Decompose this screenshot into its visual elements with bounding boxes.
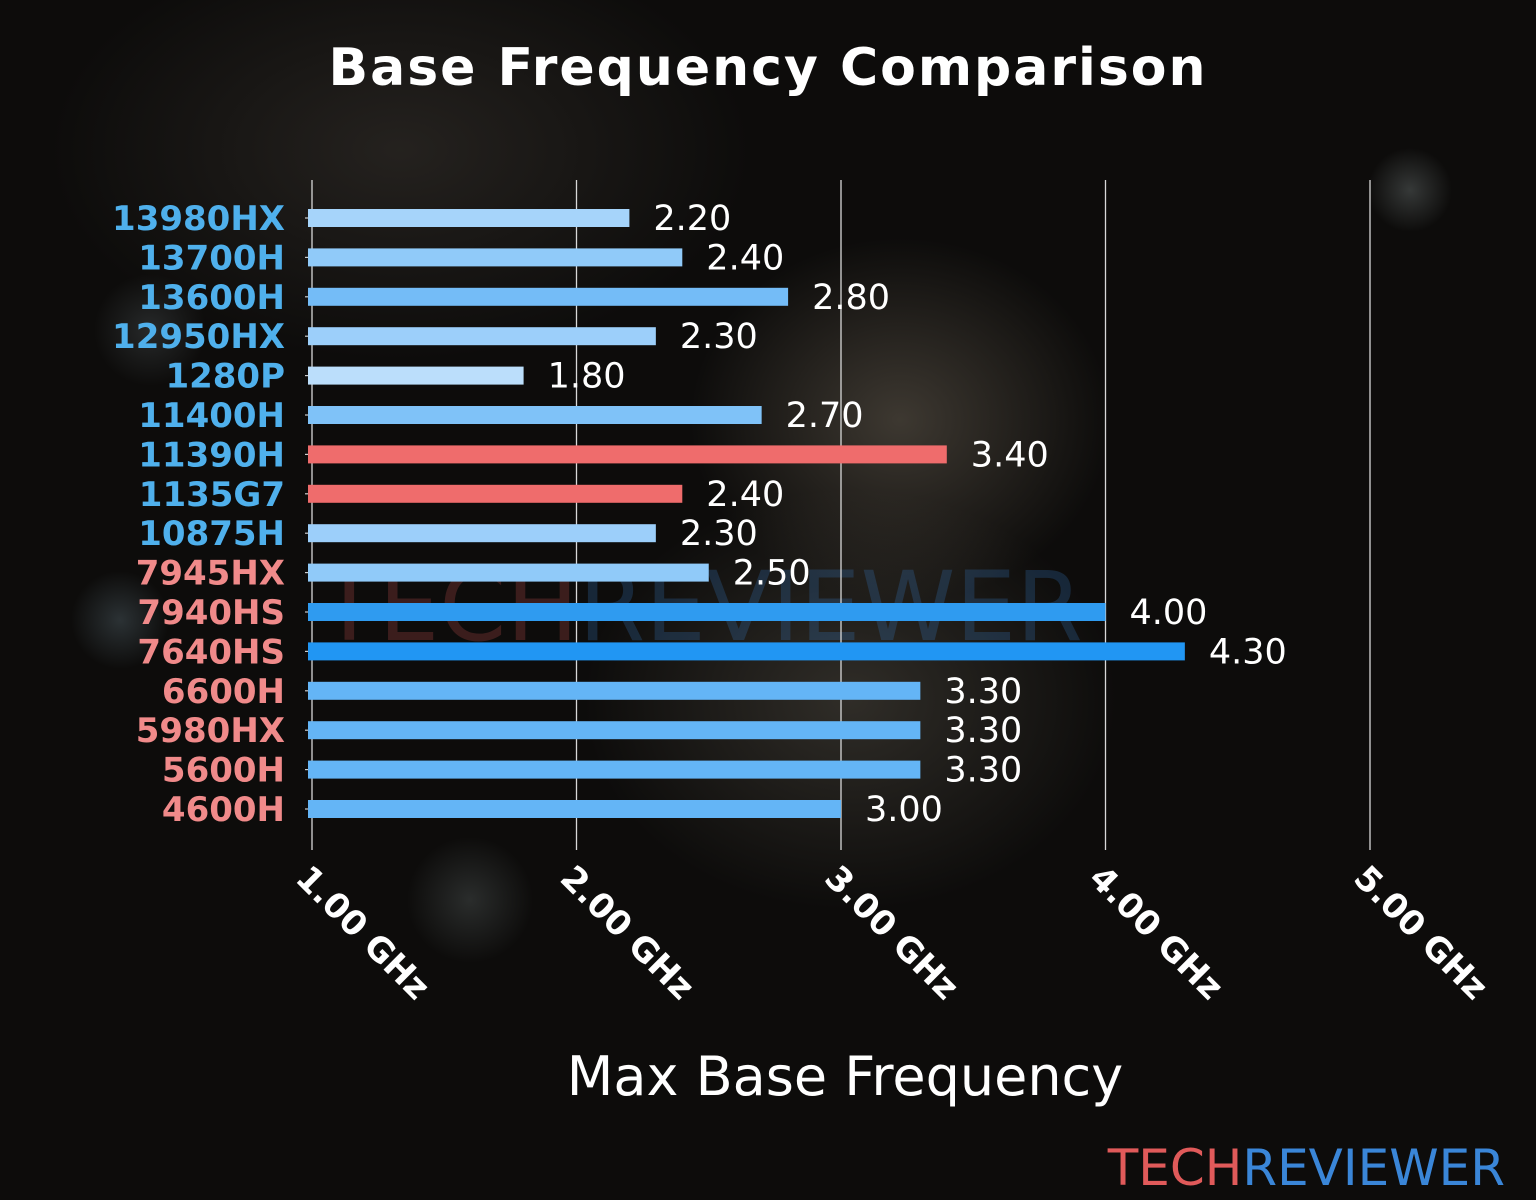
bar (308, 800, 841, 818)
y-tick-labels: 13980HX13700H13600H12950HX1280P11400H113… (112, 199, 285, 830)
bar (308, 484, 683, 503)
value-label: 2.30 (680, 317, 758, 357)
bar (308, 287, 789, 306)
chart-title: Base Frequency Comparison (328, 38, 1207, 98)
bar (308, 445, 947, 464)
bar (308, 209, 630, 227)
bar (308, 563, 709, 582)
y-tick-label: 13600H (138, 278, 285, 318)
bar (308, 366, 524, 385)
value-label: 2.40 (706, 475, 784, 515)
value-label: 3.30 (944, 672, 1022, 712)
x-tick-label: 4.00 GHz (1081, 858, 1231, 1008)
value-label: 4.30 (1209, 632, 1287, 672)
y-tick-label: 7640HS (137, 632, 285, 672)
value-label: 2.50 (733, 554, 811, 594)
value-label: 2.70 (786, 396, 864, 436)
value-label: 2.80 (812, 278, 890, 318)
value-label: 3.00 (865, 790, 943, 830)
value-label: 2.20 (653, 199, 731, 239)
value-label: 2.30 (680, 514, 758, 554)
bar (308, 327, 656, 346)
brand-logo-reviewer: REVIEWER (1242, 1139, 1505, 1197)
y-tick-label: 4600H (162, 790, 285, 830)
value-label: 3.30 (944, 711, 1022, 751)
x-tick-label: 1.00 GHz (288, 858, 438, 1008)
y-tick-label: 13700H (138, 238, 285, 278)
bar (308, 642, 1185, 661)
y-tick-label: 1280P (165, 357, 285, 397)
bar (308, 760, 921, 779)
bar (308, 681, 921, 700)
y-tick-label: 1135G7 (139, 475, 285, 515)
bar (308, 524, 656, 543)
bar (308, 603, 1106, 621)
y-tick-label: 11390H (138, 435, 285, 475)
x-axis-label: Max Base Frequency (567, 1045, 1123, 1108)
value-labels: 2.202.402.802.301.802.703.402.402.302.50… (548, 199, 1287, 830)
brand-logo: TECHREVIEWER (1107, 1139, 1505, 1197)
bar (308, 406, 762, 424)
bar (308, 248, 683, 267)
value-label: 4.00 (1130, 593, 1208, 633)
y-tick-label: 11400H (138, 396, 285, 436)
x-tick-label: 5.00 GHz (1346, 858, 1496, 1008)
value-label: 2.40 (706, 238, 784, 278)
y-tick-label: 12950HX (112, 317, 285, 357)
y-tick-label: 7945HX (136, 554, 285, 594)
y-tick-label: 10875H (138, 514, 285, 554)
bar (308, 721, 921, 740)
y-tick-label: 6600H (162, 672, 285, 712)
x-tick-label: 2.00 GHz (552, 858, 702, 1008)
y-tick-label: 7940HS (137, 593, 285, 633)
value-label: 3.40 (971, 435, 1049, 475)
brand-logo-tech: TECH (1107, 1139, 1243, 1197)
y-tick-label: 5980HX (136, 711, 285, 751)
value-label: 1.80 (548, 357, 626, 397)
value-label: 3.30 (944, 751, 1022, 791)
x-tick-labels: 1.00 GHz 2.00 GHz 3.00 GHz 4.00 GHz 5.00 GHz (288, 858, 1496, 1008)
x-tick-label: 3.00 GHz (817, 858, 967, 1008)
bars (308, 209, 1185, 818)
y-tick-label: 5600H (162, 751, 285, 791)
y-tick-label: 13980HX (112, 199, 285, 239)
